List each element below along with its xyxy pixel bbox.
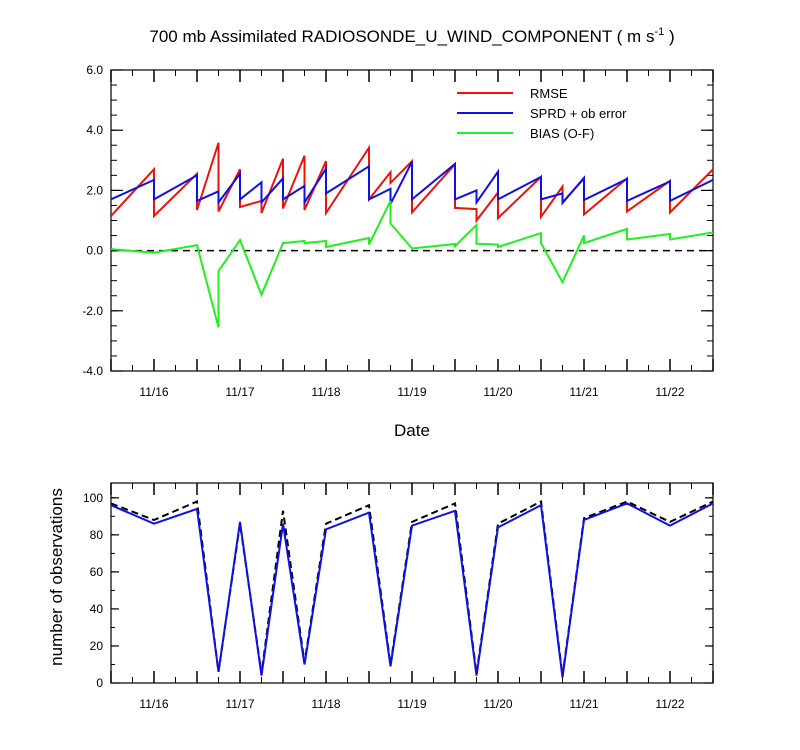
y-tick-label: 0.0 [86, 244, 103, 258]
series-line-observations [111, 502, 713, 678]
x-tick-label: 11/19 [397, 385, 426, 399]
x-tick-label: 11/18 [311, 385, 340, 399]
plot-frame [110, 482, 714, 684]
x-axis-label: Date [394, 421, 430, 440]
x-tick-label: 11/17 [225, 697, 254, 711]
bottom-plot: 0 20 40 60 80 100 11/16 11/17 11/18 11/19 11/20 11/… [83, 482, 714, 711]
x-tick-label: 11/21 [569, 697, 598, 711]
x-tick-label: 11/19 [397, 697, 426, 711]
x-tick-label: 11/20 [483, 385, 512, 399]
chart-title-superscript: -1 [654, 26, 664, 38]
series-line-sprd-ob-error [111, 161, 713, 206]
y-tick-label: 0 [96, 676, 103, 690]
x-tick-label: 11/20 [483, 697, 512, 711]
y-tick-label: 60 [90, 565, 104, 579]
chart-title-main: 700 mb Assimilated RADIOSONDE_U_WIND_COM… [149, 27, 654, 46]
y-tick-label: 100 [83, 491, 103, 505]
legend-label: SPRD + ob error [530, 106, 627, 121]
series-line-bias-o-f [111, 200, 713, 328]
x-tick-label: 11/21 [569, 385, 598, 399]
y-tick-label: 40 [90, 602, 104, 616]
legend-label: BIAS (O-F) [530, 126, 594, 141]
y-tick-label: 6.0 [86, 63, 103, 77]
y-tick-label: 20 [90, 639, 104, 653]
x-tick-label: 11/16 [139, 697, 168, 711]
x-tick-label: 11/22 [655, 385, 684, 399]
y-tick-label: 4.0 [86, 123, 103, 137]
x-tick-label: 11/22 [655, 697, 684, 711]
y-axis-label: number of observations [47, 488, 66, 666]
chart-title-close: ) [664, 27, 674, 46]
y-tick-label: 2.0 [86, 183, 103, 197]
chart-title: 700 mb Assimilated RADIOSONDE_U_WIND_COM… [149, 26, 674, 46]
x-tick-label: 11/17 [225, 385, 254, 399]
x-tick-label: 11/16 [139, 385, 168, 399]
y-tick-label: -2.0 [82, 304, 103, 318]
y-tick-label: 80 [90, 528, 104, 542]
legend-label: RMSE [530, 86, 568, 101]
top-plot: -4.0 -2.0 0.0 2.0 4.0 6.0 11/16 11/17 11/18 11/19… [82, 63, 714, 399]
y-tick-label: -4.0 [82, 364, 103, 378]
x-tick-label: 11/18 [311, 697, 340, 711]
